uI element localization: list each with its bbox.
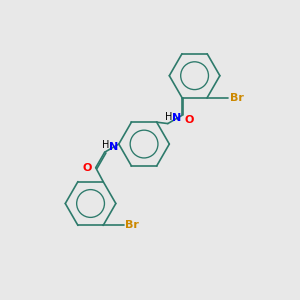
Text: Br: Br — [230, 93, 243, 103]
Text: N: N — [109, 142, 118, 152]
Text: H: H — [102, 140, 110, 150]
Text: Br: Br — [125, 220, 140, 230]
Text: N: N — [172, 113, 181, 123]
Text: O: O — [82, 163, 92, 173]
Text: H: H — [165, 112, 172, 122]
Text: O: O — [185, 115, 194, 125]
